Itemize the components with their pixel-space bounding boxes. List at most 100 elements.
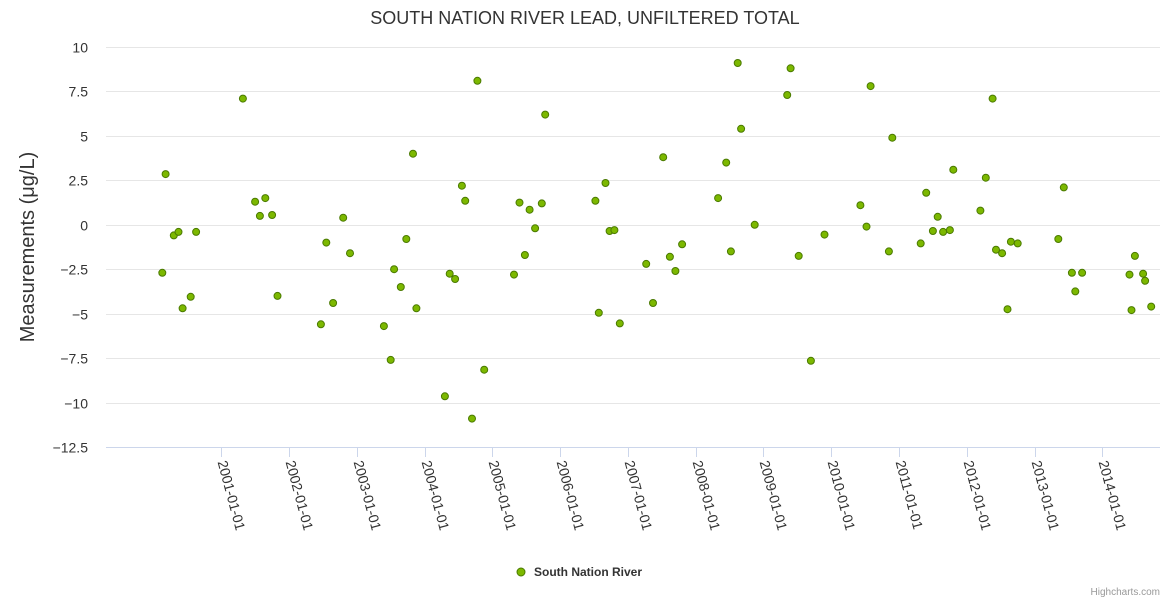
- data-point[interactable]: [610, 226, 619, 235]
- data-point[interactable]: [1139, 269, 1148, 278]
- data-point[interactable]: [461, 196, 470, 205]
- data-point[interactable]: [1078, 268, 1087, 277]
- data-point[interactable]: [273, 291, 282, 300]
- data-point[interactable]: [1059, 183, 1068, 192]
- data-point[interactable]: [339, 213, 348, 222]
- data-point[interactable]: [1013, 239, 1022, 248]
- data-point[interactable]: [161, 170, 170, 179]
- data-point[interactable]: [396, 283, 405, 291]
- data-point[interactable]: [591, 196, 600, 205]
- data-point[interactable]: [888, 133, 897, 142]
- legend[interactable]: South Nation River: [516, 565, 642, 579]
- data-point[interactable]: [390, 265, 399, 274]
- data-point[interactable]: [386, 355, 395, 364]
- data-point[interactable]: [1054, 235, 1063, 243]
- data-point[interactable]: [379, 322, 388, 331]
- data-point[interactable]: [525, 205, 534, 214]
- data-point[interactable]: [649, 299, 657, 307]
- data-point[interactable]: [1071, 287, 1080, 296]
- data-point[interactable]: [601, 179, 610, 187]
- data-point[interactable]: [992, 245, 1000, 254]
- data-point[interactable]: [473, 76, 482, 85]
- data-point[interactable]: [733, 59, 742, 67]
- data-point[interactable]: [480, 365, 489, 374]
- data-point[interactable]: [884, 247, 893, 256]
- data-point[interactable]: [722, 158, 731, 167]
- data-point[interactable]: [726, 247, 735, 256]
- data-point[interactable]: [192, 227, 201, 236]
- data-point[interactable]: [402, 235, 411, 243]
- data-point[interactable]: [615, 319, 624, 328]
- data-point[interactable]: [856, 201, 865, 210]
- data-point[interactable]: [174, 227, 183, 236]
- data-point[interactable]: [916, 239, 925, 248]
- data-point[interactable]: [515, 198, 524, 207]
- data-point[interactable]: [329, 299, 338, 307]
- data-point[interactable]: [820, 230, 829, 239]
- data-point[interactable]: [981, 173, 990, 182]
- data-point[interactable]: [531, 224, 540, 233]
- x-tick-label: 2002-01-01: [283, 459, 317, 533]
- data-point[interactable]: [678, 240, 687, 249]
- data-point[interactable]: [445, 269, 454, 278]
- data-point[interactable]: [261, 194, 270, 203]
- data-point[interactable]: [520, 251, 529, 259]
- data-point[interactable]: [251, 197, 260, 206]
- data-point[interactable]: [1141, 276, 1150, 285]
- data-point[interactable]: [806, 356, 815, 365]
- data-point[interactable]: [1006, 237, 1015, 246]
- data-point[interactable]: [783, 91, 792, 99]
- data-point[interactable]: [238, 94, 247, 103]
- x-tick-label: 2014-01-01: [1096, 459, 1130, 533]
- data-point[interactable]: [737, 124, 746, 133]
- data-point[interactable]: [346, 249, 354, 258]
- legend-item-south-nation-river[interactable]: South Nation River: [534, 565, 642, 579]
- data-point[interactable]: [594, 308, 603, 317]
- data-point[interactable]: [316, 320, 325, 329]
- data-point[interactable]: [928, 227, 937, 235]
- data-point[interactable]: [541, 110, 550, 119]
- data-point[interactable]: [1130, 251, 1139, 260]
- chart-title: SOUTH NATION RIVER LEAD, UNFILTERED TOTA…: [370, 8, 799, 28]
- data-point[interactable]: [255, 211, 264, 220]
- data-point[interactable]: [671, 267, 680, 275]
- data-point[interactable]: [1003, 305, 1012, 314]
- data-point[interactable]: [862, 222, 871, 231]
- data-point[interactable]: [451, 275, 460, 283]
- data-point[interactable]: [1125, 270, 1134, 279]
- data-point[interactable]: [322, 238, 331, 247]
- data-point[interactable]: [750, 220, 759, 229]
- data-point[interactable]: [794, 251, 803, 260]
- data-point[interactable]: [457, 181, 466, 190]
- data-point[interactable]: [659, 153, 668, 162]
- data-point[interactable]: [1127, 306, 1136, 315]
- data-point[interactable]: [866, 82, 875, 91]
- data-point[interactable]: [714, 194, 723, 203]
- data-point[interactable]: [933, 212, 942, 221]
- credits-link[interactable]: Highcharts.com: [1091, 587, 1160, 598]
- data-point[interactable]: [440, 392, 449, 401]
- data-point[interactable]: [178, 304, 187, 313]
- data-point[interactable]: [642, 259, 651, 268]
- data-point[interactable]: [412, 304, 421, 313]
- data-point[interactable]: [786, 64, 795, 73]
- data-point[interactable]: [268, 211, 277, 219]
- data-point[interactable]: [939, 227, 948, 236]
- scatter-series[interactable]: [158, 59, 1156, 423]
- data-point[interactable]: [186, 292, 195, 301]
- data-point[interactable]: [922, 188, 931, 197]
- x-tick-label: 2008-01-01: [690, 459, 724, 533]
- data-point[interactable]: [949, 165, 958, 174]
- data-point[interactable]: [945, 226, 954, 235]
- data-point[interactable]: [158, 268, 167, 277]
- data-point[interactable]: [1067, 268, 1076, 277]
- data-point[interactable]: [988, 94, 997, 103]
- data-point[interactable]: [510, 270, 518, 279]
- data-point[interactable]: [976, 206, 985, 215]
- data-point[interactable]: [665, 252, 674, 261]
- data-point[interactable]: [468, 414, 476, 423]
- data-point[interactable]: [537, 199, 546, 208]
- data-point[interactable]: [1147, 302, 1156, 311]
- data-point[interactable]: [998, 249, 1007, 258]
- data-point[interactable]: [409, 149, 417, 158]
